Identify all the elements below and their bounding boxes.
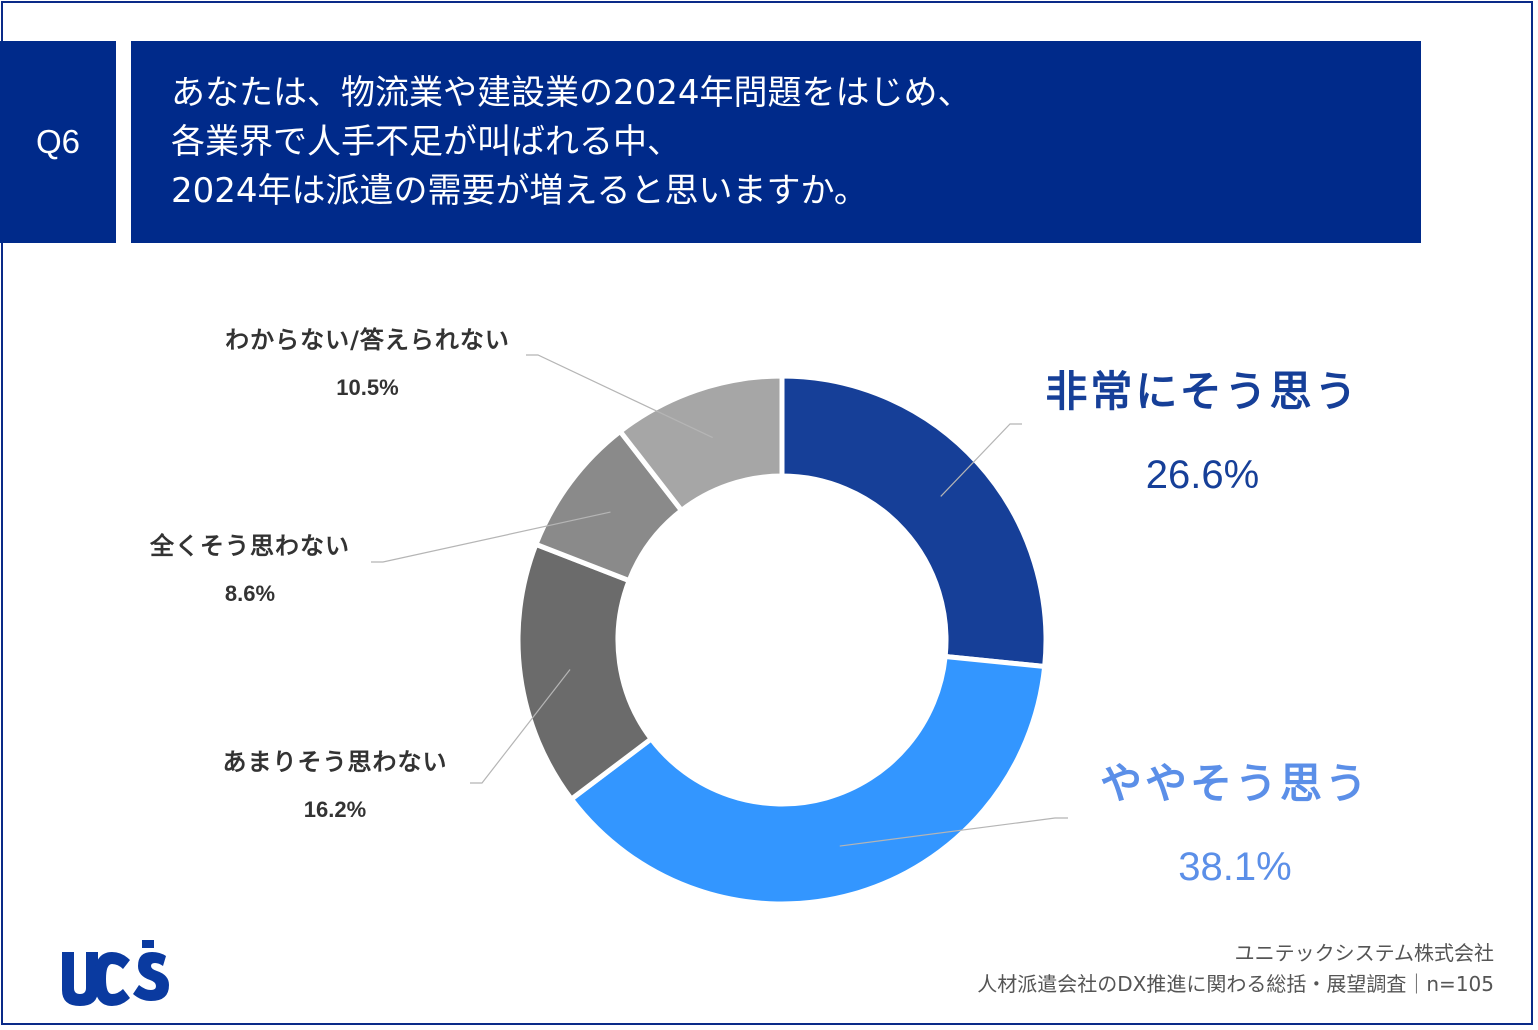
footer: ユニテックシステム株式会社 人材派遣会社のDX推進に関わる総括・展望調査｜n=1…: [977, 938, 1494, 1000]
label-dont-know-value: 10.5%: [336, 375, 399, 400]
label-somewhat-agree: ややそう思う 38.1%: [1085, 750, 1385, 890]
leader-not-much: [470, 669, 571, 784]
question-number-box: Q6: [0, 41, 116, 243]
slice-strongly-agree: [779, 373, 1049, 670]
question-number: Q6: [35, 123, 81, 160]
label-not-at-all-value: 8.6%: [224, 581, 276, 606]
label-somewhat-agree-name: ややそう思う: [1099, 759, 1370, 808]
leader-dont-know: [526, 354, 713, 439]
label-somewhat-agree-value: 38.1%: [1178, 845, 1292, 889]
footer-company: ユニテックシステム株式会社: [1234, 941, 1494, 965]
question-title-box: あなたは、物流業や建設業の2024年問題をはじめ、 各業界で人手不足が叫ばれる中…: [131, 41, 1421, 243]
label-strongly-agree-value: 26.6%: [1145, 453, 1260, 497]
label-not-much-value: 16.2%: [303, 797, 367, 822]
footer-survey: 人材派遣会社のDX推進に関わる総括・展望調査｜n=105: [977, 972, 1494, 996]
label-not-at-all: 全くそう思わない 8.6%: [125, 526, 375, 607]
leader-somewhat-agree: [839, 817, 1068, 847]
logo-text: ucs: [60, 940, 87, 944]
label-dont-know-name: わからない/答えられない: [225, 326, 510, 354]
label-strongly-agree-name: 非常にそう思う: [1045, 367, 1360, 416]
label-not-at-all-name: 全くそう思わない: [150, 532, 350, 560]
label-strongly-agree: 非常にそう思う 26.6%: [1030, 358, 1375, 498]
leader-not-at-all: [371, 511, 611, 563]
label-not-much: あまりそう思わない 16.2%: [200, 742, 470, 823]
label-dont-know: わからない/答えられない 10.5%: [195, 320, 540, 401]
slice-somewhat-agree: [567, 653, 1048, 907]
ucs-logo: ucs: [60, 940, 169, 1006]
slice-dont-know: [616, 373, 785, 514]
question-line-2: 各業界で人手不足が叫ばれる中、: [171, 122, 681, 162]
question-line-1: あなたは、物流業や建設業の2024年問題をはじめ、: [171, 73, 972, 113]
question-line-3: 2024年は派遣の需要が増えると思いますか。: [171, 171, 868, 211]
label-not-much-name: あまりそう思わない: [222, 748, 448, 776]
leader-strongly-agree: [940, 423, 1022, 497]
